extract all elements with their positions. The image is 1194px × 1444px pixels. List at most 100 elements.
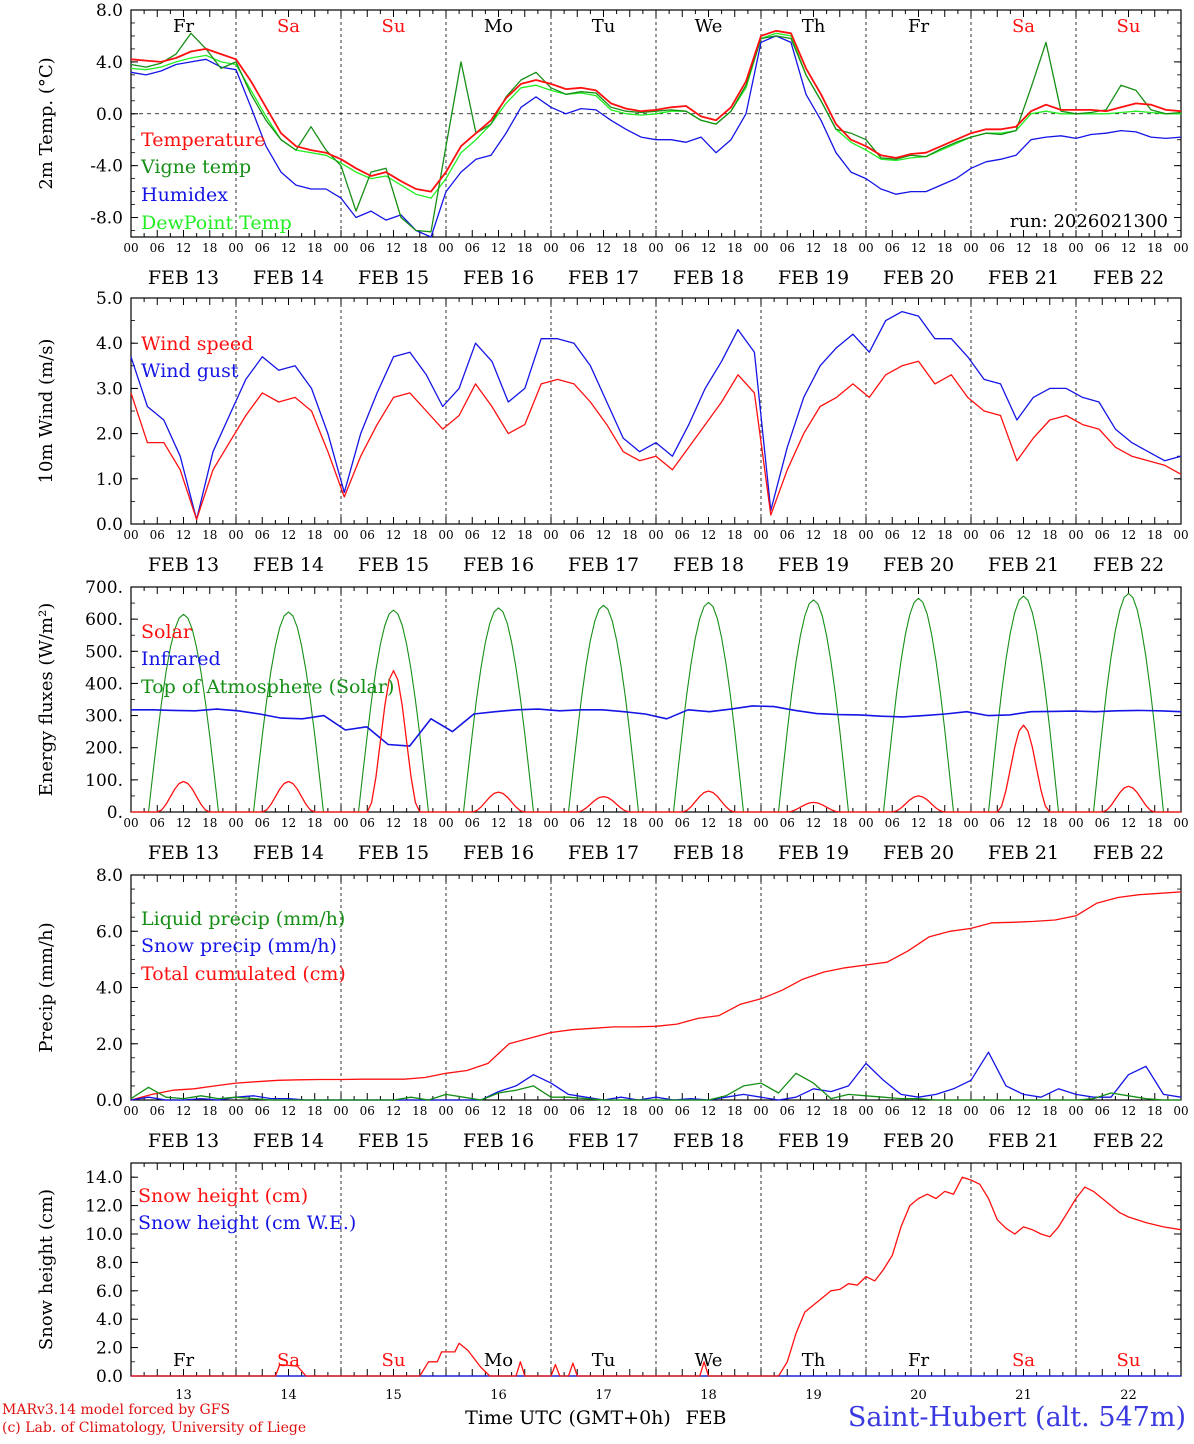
hour-tick-label: 06 (885, 816, 900, 830)
hour-tick-label: 18 (937, 816, 952, 830)
hour-tick-label: 00 (858, 816, 873, 830)
date-label: FEB 22 (1093, 842, 1164, 864)
hour-tick-label: 00 (1068, 1104, 1083, 1118)
hour-tick-label: 12 (176, 816, 191, 830)
hour-tick-label: 00 (333, 528, 348, 542)
hour-tick-label: 06 (570, 1104, 585, 1118)
hour-tick-label: 00 (123, 528, 138, 542)
hour-tick-label: 12 (386, 1104, 401, 1118)
hour-tick-label: 12 (1016, 816, 1031, 830)
date-label: FEB 17 (568, 1130, 639, 1152)
y-tick-label: 0.0 (96, 1367, 123, 1387)
hour-tick-label: 00 (1173, 1104, 1188, 1118)
hour-tick-label: 06 (990, 816, 1005, 830)
y-tick-label: 14.0 (85, 1168, 123, 1188)
hour-tick-label: 00 (438, 1104, 453, 1118)
hour-tick-label: 12 (806, 241, 821, 255)
y-tick-label: 1.0 (96, 470, 123, 490)
hour-tick-label: 18 (622, 816, 637, 830)
hour-tick-label: 12 (386, 528, 401, 542)
y-tick-label: 4.0 (96, 979, 123, 999)
weekday-label: Mo (484, 1350, 513, 1371)
hour-tick-label: 06 (885, 528, 900, 542)
date-label: FEB 22 (1093, 554, 1164, 576)
date-label: FEB 13 (148, 267, 219, 289)
hour-tick-label: 12 (1121, 528, 1136, 542)
hour-tick-label: 00 (963, 816, 978, 830)
hour-tick-label: 06 (150, 241, 165, 255)
y-tick-label: 4.0 (96, 334, 123, 354)
hour-tick-label: 12 (281, 816, 296, 830)
hour-tick-label: 18 (937, 528, 952, 542)
hour-tick-label: 12 (1121, 816, 1136, 830)
date-label: FEB 16 (463, 842, 534, 864)
y-tick-label: 6.0 (96, 1282, 123, 1302)
legend-entry: Top of Atmosphere (Solar) (141, 676, 394, 698)
hour-tick-label: 12 (596, 528, 611, 542)
panel-frame-2 (130, 586, 1182, 813)
hour-tick-label: 06 (780, 241, 795, 255)
hour-tick-label: 18 (622, 1104, 637, 1118)
y-axis-label: Energy fluxes (W/m²) (36, 603, 57, 797)
hour-tick-label: 18 (307, 816, 322, 830)
hour-tick-label: 00 (1173, 528, 1188, 542)
y-tick-label: 500. (85, 642, 123, 662)
hour-tick-label: 12 (701, 528, 716, 542)
hour-tick-label: 06 (360, 241, 375, 255)
hour-tick-label: 00 (228, 241, 243, 255)
y-tick-label: 3.0 (96, 379, 123, 399)
hour-tick-label: 00 (648, 528, 663, 542)
hour-tick-label: 06 (1095, 241, 1110, 255)
hour-tick-label: 00 (963, 241, 978, 255)
date-label: FEB 18 (673, 842, 744, 864)
hour-tick-label: 12 (176, 241, 191, 255)
hour-tick-label: 12 (281, 528, 296, 542)
hour-tick-label: 00 (648, 1104, 663, 1118)
weekday-label: Sa (1012, 16, 1035, 37)
legend-entry: Wind gust (141, 360, 239, 382)
hour-tick-label: 06 (1095, 1104, 1110, 1118)
date-label: FEB 22 (1093, 267, 1164, 289)
y-tick-label: 5.0 (96, 289, 123, 309)
y-tick-label: 12.0 (85, 1197, 123, 1217)
hour-tick-label: 06 (570, 241, 585, 255)
series-liquid-precip-mm-h- (130, 1072, 1181, 1101)
weekday-label: Tu (592, 1350, 616, 1371)
weekday-label: We (695, 1350, 723, 1371)
date-label: FEB 17 (568, 554, 639, 576)
hour-tick-label: 00 (753, 241, 768, 255)
hour-tick-label: 06 (465, 241, 480, 255)
hour-tick-label: 06 (780, 1104, 795, 1118)
legend-entry: Snow precip (mm/h) (141, 935, 337, 957)
hour-tick-label: 00 (333, 1104, 348, 1118)
y-tick-label: 0. (107, 803, 123, 823)
hour-tick-label: 18 (622, 241, 637, 255)
y-tick-label: 2.0 (96, 1339, 123, 1359)
y-axis-label: 2m Temp. (°C) (36, 57, 57, 189)
hour-tick-label: 06 (675, 241, 690, 255)
hour-tick-label: 00 (1173, 816, 1188, 830)
hour-tick-label: 00 (543, 528, 558, 542)
weekday-label: Su (382, 16, 406, 37)
hour-tick-label: 12 (281, 241, 296, 255)
hour-tick-label: 00 (858, 528, 873, 542)
weekday-label: Tu (592, 16, 616, 37)
hour-tick-label: 06 (780, 528, 795, 542)
date-label: FEB 22 (1093, 1130, 1164, 1152)
hour-tick-label: 06 (255, 1104, 270, 1118)
hour-tick-label: 12 (701, 816, 716, 830)
hour-tick-label: 18 (202, 816, 217, 830)
hour-tick-label: 18 (412, 1104, 427, 1118)
weekday-label: Su (382, 1350, 406, 1371)
hour-tick-label: 00 (228, 816, 243, 830)
y-tick-label: 600. (85, 610, 123, 630)
hour-tick-label: 06 (675, 1104, 690, 1118)
legend-entry: Vigne temp (140, 156, 251, 178)
hour-tick-label: 00 (648, 241, 663, 255)
hour-tick-label: 12 (386, 241, 401, 255)
hour-tick-label: 18 (727, 528, 742, 542)
hour-tick-label: 06 (255, 528, 270, 542)
weekday-label: Sa (1012, 1350, 1035, 1371)
legend-entry: Solar (141, 621, 193, 643)
hour-tick-label: 18 (202, 528, 217, 542)
